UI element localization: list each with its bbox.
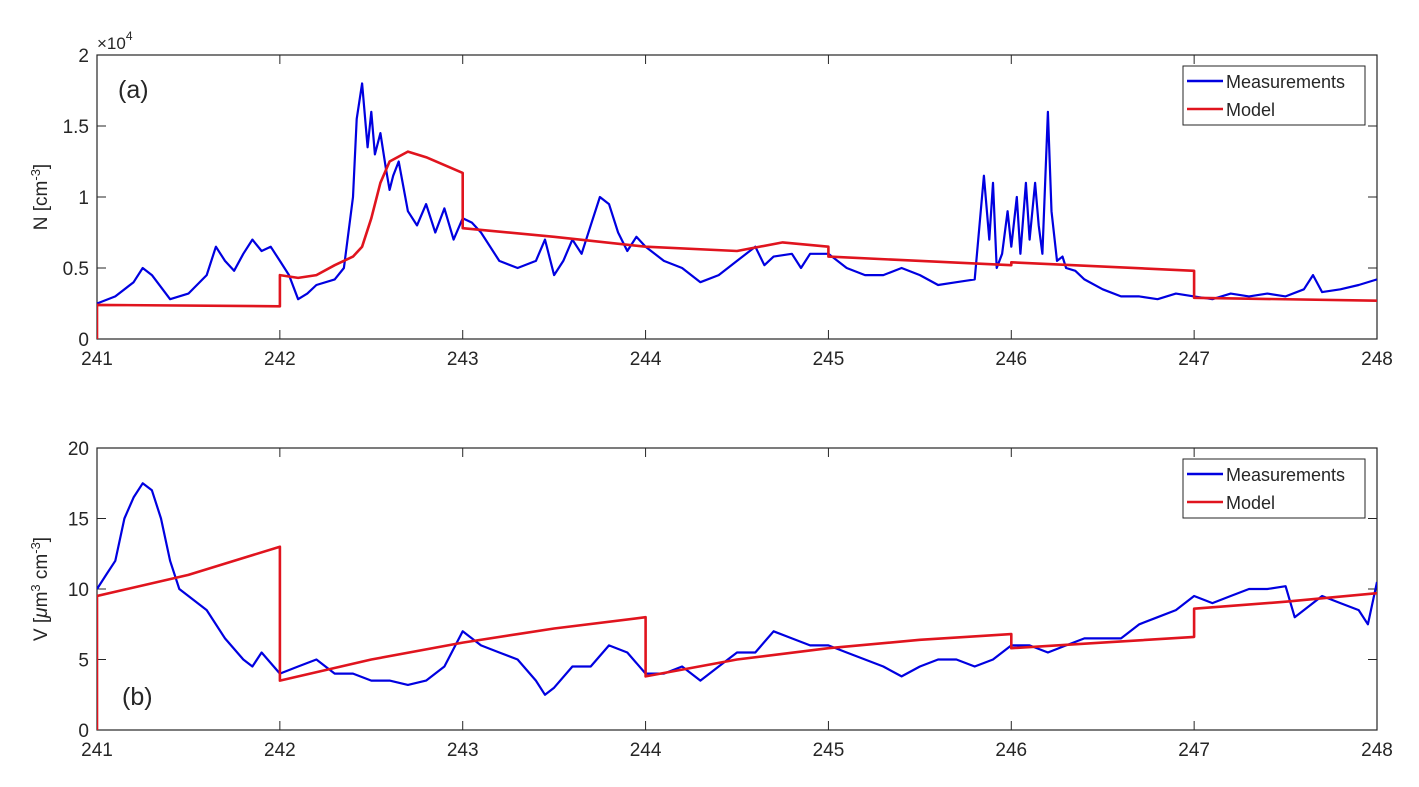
y-tick-labels-b: 0 5 10 15 20 [68, 439, 89, 742]
legend-label-model-a: Model [1226, 100, 1275, 120]
y-tick-label: 15 [68, 510, 89, 531]
x-tick-label: 247 [1178, 349, 1210, 370]
y-tick-labels-a: 0 0.5 1 1.5 2 [63, 46, 89, 351]
y-tick-label: 0 [78, 330, 89, 351]
x-tick-label: 243 [447, 740, 479, 761]
legend-label-measurements-a: Measurements [1226, 72, 1345, 92]
x-tick-label: 241 [81, 740, 113, 761]
x-tick-label: 246 [995, 740, 1027, 761]
x-tick-label: 245 [813, 349, 845, 370]
x-tick-label: 242 [264, 349, 296, 370]
y-tick-label: 2 [78, 46, 89, 67]
model-line-a [97, 150, 1377, 339]
model-line-b [97, 545, 1377, 730]
x-tick-labels-b: 241 242 243 244 245 246 247 248 [81, 740, 1393, 761]
y-tick-label: 20 [68, 439, 89, 460]
y-tick-label: 10 [68, 580, 89, 601]
y-tick-label: 0.5 [63, 259, 89, 280]
x-tick-labels-a: 241 242 243 244 245 246 247 248 [81, 349, 1393, 370]
x-tick-label: 246 [995, 349, 1027, 370]
x-tick-label: 244 [630, 349, 662, 370]
x-tick-label: 245 [813, 740, 845, 761]
plot-area-b [96, 447, 1378, 731]
x-tick-label: 248 [1361, 349, 1393, 370]
x-tick-label: 241 [81, 349, 113, 370]
legend-b: Measurements Model [1182, 458, 1366, 519]
legend-label-model-b: Model [1226, 493, 1275, 513]
measurements-line-b [97, 482, 1377, 696]
x-tick-label: 242 [264, 740, 296, 761]
y-tick-label: 0 [78, 721, 89, 742]
panel-b: 241 242 243 244 245 246 247 248 0 5 10 15 20 (b) V … [28, 439, 1393, 761]
panel-a: 241 242 243 244 245 246 247 248 0 0.5 1 1.5 2 (a) N… [28, 29, 1393, 370]
x-tick-label: 247 [1178, 740, 1210, 761]
x-tick-label: 248 [1361, 740, 1393, 761]
y-axis-label-a: N [cm-3] [28, 164, 52, 230]
measurements-line-a [97, 82, 1377, 305]
exponent-label-a: ×104 [97, 29, 133, 53]
x-tick-label: 243 [447, 349, 479, 370]
y-tick-label: 1 [78, 188, 89, 209]
x-tick-label: 244 [630, 740, 662, 761]
panel-label-b: (b) [122, 683, 153, 711]
y-axis-label-b: V [μm3 cm-3] [28, 537, 52, 641]
legend-a: Measurements Model [1182, 65, 1366, 126]
panel-label-a: (a) [118, 76, 149, 104]
y-tick-label: 1.5 [63, 117, 89, 138]
legend-label-measurements-b: Measurements [1226, 465, 1345, 485]
y-tick-label: 5 [78, 651, 89, 672]
